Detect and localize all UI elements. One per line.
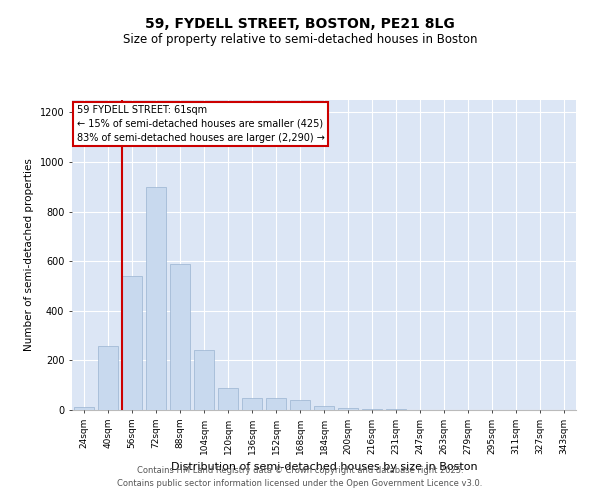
Bar	[362, 409, 382, 410]
Bar	[218, 388, 238, 410]
Text: 59, FYDELL STREET, BOSTON, PE21 8LG: 59, FYDELL STREET, BOSTON, PE21 8LG	[145, 18, 455, 32]
Text: Contains HM Land Registry data © Crown copyright and database right 2025.
Contai: Contains HM Land Registry data © Crown c…	[118, 466, 482, 487]
Text: Size of property relative to semi-detached houses in Boston: Size of property relative to semi-detach…	[123, 32, 477, 46]
Bar	[266, 398, 286, 410]
Bar	[242, 398, 262, 410]
Bar	[98, 346, 118, 410]
Bar	[314, 406, 334, 410]
X-axis label: Distribution of semi-detached houses by size in Boston: Distribution of semi-detached houses by …	[170, 462, 478, 472]
Bar	[146, 187, 166, 410]
Bar	[74, 407, 94, 410]
Bar	[122, 276, 142, 410]
Bar	[194, 350, 214, 410]
Bar	[338, 408, 358, 410]
Text: 59 FYDELL STREET: 61sqm
← 15% of semi-detached houses are smaller (425)
83% of s: 59 FYDELL STREET: 61sqm ← 15% of semi-de…	[77, 105, 325, 143]
Bar	[170, 264, 190, 410]
Y-axis label: Number of semi-detached properties: Number of semi-detached properties	[24, 158, 34, 352]
Bar	[290, 400, 310, 410]
